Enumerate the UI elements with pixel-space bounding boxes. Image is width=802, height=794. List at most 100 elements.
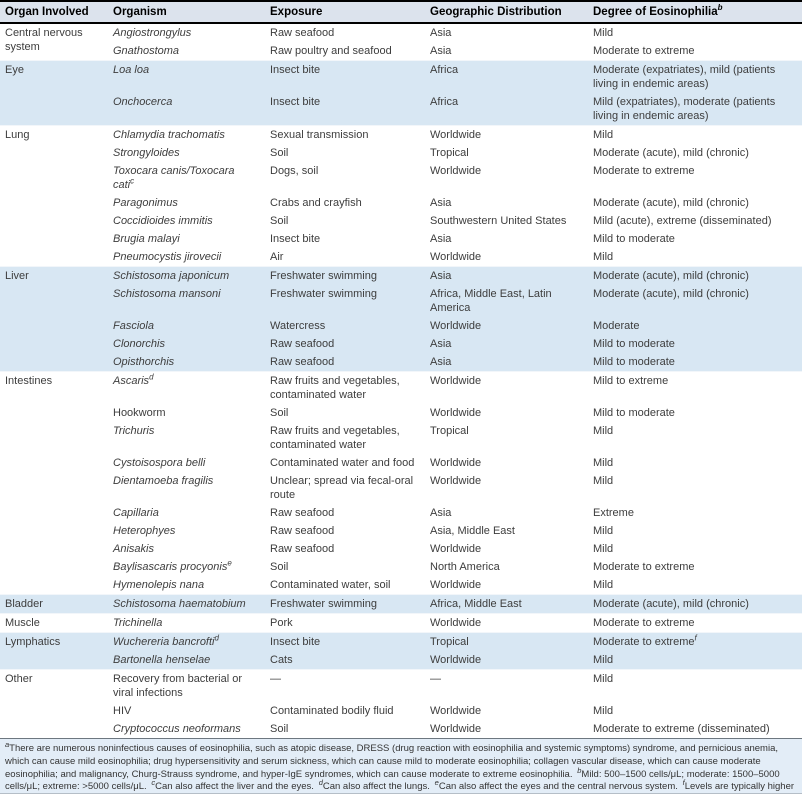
organism-name: Brugia malayi xyxy=(113,233,180,245)
table-body: Central nervous system Angiostrongylus Raw… xyxy=(0,22,802,739)
degree-cell: Moderate (acute), mild (chronic) xyxy=(588,266,802,285)
table-row: Cystoisospora belli Contaminated water an… xyxy=(0,454,802,472)
organism-name: Toxocara canis/Toxocara cati xyxy=(113,165,235,191)
organism-name: Cystoisospora belli xyxy=(113,457,206,469)
geographic-cell: Asia xyxy=(425,353,588,372)
column-header-geographic-distribution: Geographic Distribution xyxy=(425,0,588,24)
organism-cell: Angiostrongylus xyxy=(108,22,265,42)
geographic-cell: Worldwide xyxy=(425,613,588,633)
degree-cell: Mild xyxy=(588,422,802,454)
degree-cell: Moderate (expatriates), mild (patients l… xyxy=(588,60,802,93)
degree-cell: Extreme xyxy=(588,504,802,522)
organism-cell: Capillaria xyxy=(108,504,265,522)
table-header: Organ Involved Organism Exposure Geographic… xyxy=(0,0,802,24)
table-row: Opisthorchis Raw seafood Asia Mild to moder… xyxy=(0,353,802,372)
degree-cell: Moderate to extremef xyxy=(588,632,802,651)
organ-cell: Other xyxy=(0,669,108,739)
degree-cell: Mild to moderate xyxy=(588,335,802,353)
organ-cell: Lymphatics xyxy=(0,632,108,670)
organism-cell: Recovery from bacterial or viral infecti… xyxy=(108,669,265,702)
degree-cell: Mild xyxy=(588,651,802,670)
exposure-cell: Soil xyxy=(265,144,425,162)
degree-cell: Mild xyxy=(588,702,802,720)
organ-cell: Lung xyxy=(0,125,108,267)
geographic-cell: Tropical xyxy=(425,144,588,162)
exposure-cell: Insect bite xyxy=(265,230,425,248)
organism-name: Cryptococcus neoformans xyxy=(113,723,241,735)
organism-cell: Clonorchis xyxy=(108,335,265,353)
organism-name: Pneumocystis jirovecii xyxy=(113,251,222,263)
exposure-cell: Soil xyxy=(265,404,425,422)
header-row: Organ Involved Organism Exposure Geographic… xyxy=(0,0,802,24)
geographic-cell: Asia xyxy=(425,335,588,353)
exposure-cell: Contaminated water, soil xyxy=(265,576,425,595)
degree-cell: Mild xyxy=(588,248,802,267)
degree-cell: Mild xyxy=(588,22,802,42)
geographic-cell: Worldwide xyxy=(425,371,588,404)
table-row: Fasciola Watercress Worldwide Moderate xyxy=(0,317,802,335)
organism-name: Paragonimus xyxy=(113,197,178,209)
geographic-cell: Worldwide xyxy=(425,248,588,267)
organism-name: Coccidioides immitis xyxy=(113,215,213,227)
organism-cell: Chlamydia trachomatis xyxy=(108,125,265,144)
organism-name: Bartonella henselae xyxy=(113,654,211,666)
degree-cell: Mild xyxy=(588,454,802,472)
column-header-organism: Organism xyxy=(108,0,265,24)
eosinophilia-table: Organ Involved Organism Exposure Geographic… xyxy=(0,0,802,739)
table-row: Capillaria Raw seafood Asia Extreme xyxy=(0,504,802,522)
table-row: Strongyloides Soil Tropical Moderate (acute… xyxy=(0,144,802,162)
geographic-cell: Worldwide xyxy=(425,576,588,595)
geographic-cell: Africa xyxy=(425,60,588,93)
geographic-cell: Tropical xyxy=(425,632,588,651)
organism-cell: HIV xyxy=(108,702,265,720)
table-row: Liver Schistosoma japonicum Freshwater swi… xyxy=(0,266,802,372)
organism-name: Heterophyes xyxy=(113,525,176,537)
exposure-cell: Raw fruits and vegetables, contaminated … xyxy=(265,371,425,404)
exposure-cell: Freshwater swimming xyxy=(265,594,425,614)
exposure-cell: Contaminated bodily fluid xyxy=(265,702,425,720)
table-row: Lung Chlamydia trachomatis Sexual transmis… xyxy=(0,125,802,267)
organism-name: Trichuris xyxy=(113,425,155,437)
organism-name: Gnathostoma xyxy=(113,45,180,57)
table-row: Central nervous system Angiostrongylus Raw… xyxy=(0,22,802,61)
organism-name: Onchocerca xyxy=(113,96,173,108)
organism-cell: Hookworm xyxy=(108,404,265,422)
degree-cell: Mild xyxy=(588,540,802,558)
degree-cell: Mild to extreme xyxy=(588,371,802,404)
organism-name: Hymenolepis nana xyxy=(113,579,205,591)
geographic-cell: Worldwide xyxy=(425,404,588,422)
exposure-cell: — xyxy=(265,669,425,702)
organism-cell: Pneumocystis jirovecii xyxy=(108,248,265,267)
organ-cell: Liver xyxy=(0,266,108,372)
table-row: Muscle Trichinella Pork Worldwide Moderate t… xyxy=(0,613,802,633)
table-row: Baylisascaris procyonise Soil North Americ… xyxy=(0,558,802,576)
degree-cell: Moderate to extreme xyxy=(588,558,802,576)
exposure-cell: Raw fruits and vegetables, contaminated … xyxy=(265,422,425,454)
exposure-cell: Soil xyxy=(265,212,425,230)
degree-cell: Mild (expatriates), moderate (patients l… xyxy=(588,93,802,126)
organism-cell: Schistosoma haematobium xyxy=(108,594,265,614)
table-row: Lymphatics Wuchereria bancroftid Insect bi… xyxy=(0,632,802,670)
degree-cell: Mild to moderate xyxy=(588,230,802,248)
table-row: Brugia malayi Insect bite Asia Mild to mode… xyxy=(0,230,802,248)
footnote-text: There are numerous noninfectious causes … xyxy=(5,743,779,780)
exposure-cell: Raw seafood xyxy=(265,540,425,558)
exposure-cell: Raw seafood xyxy=(265,335,425,353)
table-row: Clonorchis Raw seafood Asia Mild to moderat… xyxy=(0,335,802,353)
table-row: Bladder Schistosoma haematobium Freshwater… xyxy=(0,594,802,614)
table-row: Bartonella henselae Cats Worldwide Mild xyxy=(0,651,802,670)
exposure-cell: Insect bite xyxy=(265,60,425,93)
geographic-cell: — xyxy=(425,669,588,702)
geographic-cell: Africa, Middle East, Latin America xyxy=(425,285,588,317)
table-row: Hymenolepis nana Contaminated water, soil… xyxy=(0,576,802,595)
organism-cell: Dientamoeba fragilis xyxy=(108,472,265,504)
exposure-cell: Air xyxy=(265,248,425,267)
organism-cell: Schistosoma japonicum xyxy=(108,266,265,285)
table-row: Anisakis Raw seafood Worldwide Mild xyxy=(0,540,802,558)
organism-name: Opisthorchis xyxy=(113,356,175,368)
geographic-cell: Asia xyxy=(425,22,588,42)
exposure-cell: Soil xyxy=(265,558,425,576)
geographic-cell: Worldwide xyxy=(425,454,588,472)
organism-cell: Anisakis xyxy=(108,540,265,558)
